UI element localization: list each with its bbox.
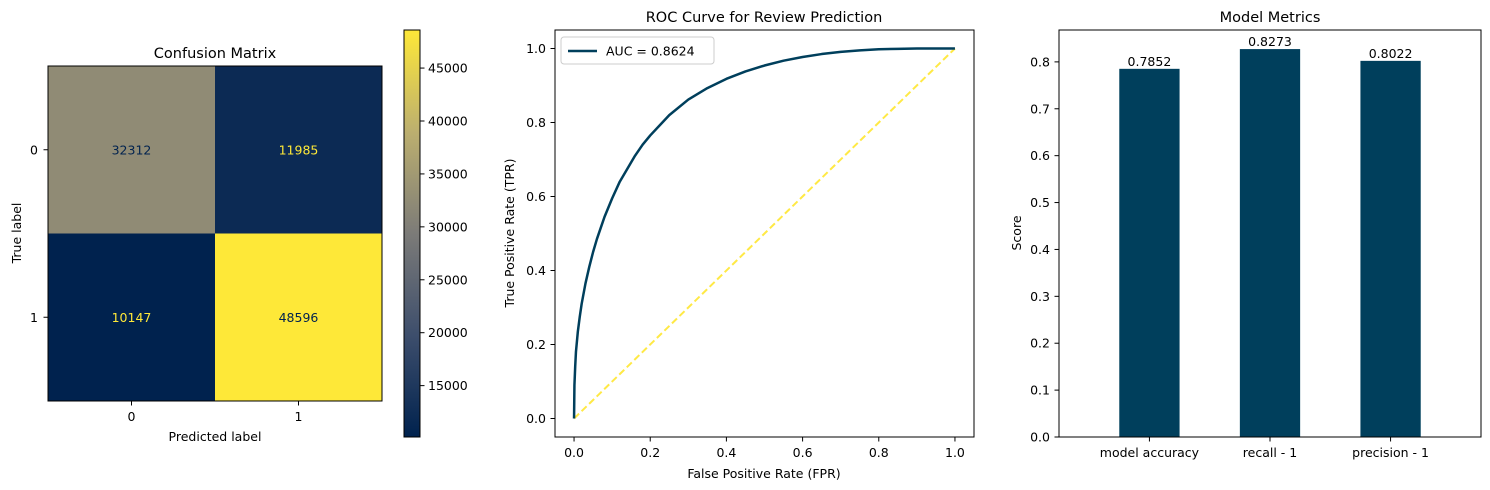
confusion-matrix-ylabel: True label [9,203,24,265]
metrics-ytick-label: 0.4 [1030,242,1050,257]
roc-curve-line [572,47,955,419]
metrics-ytick-label: 0.5 [1030,195,1050,210]
metrics-xtick-label: model accuracy [1100,445,1200,460]
colorbar-tick-label: 40000 [428,113,468,128]
colorbar-tick-label: 45000 [428,61,468,76]
roc-title: ROC Curve for Review Prediction [646,10,883,26]
metric-bar [1360,60,1421,438]
roc-xlabel: False Positive Rate (FPR) [687,466,840,481]
cm-cell [48,233,215,401]
roc-ytick-label: 0.6 [526,189,546,204]
cm-xtick-label: 0 [128,409,136,424]
metrics-ytick-label: 0.2 [1030,336,1050,351]
metrics-ylabel: Score [1009,215,1024,250]
cm-cell [48,66,215,234]
confusion-matrix-title: Confusion Matrix [154,46,277,62]
colorbar-tick-label: 25000 [428,272,468,287]
roc-ytick-label: 0.2 [526,337,546,352]
roc-ytick-label: 0.4 [526,263,546,278]
roc-xtick-label: 0.6 [793,445,813,460]
confusion-matrix-panel: Confusion Matrix 32312 11985 10147 48596 0 1… [9,29,468,444]
cm-ytick-label: 0 [30,142,38,157]
cm-cell-value: 48596 [279,310,319,325]
colorbar-tick-label: 20000 [428,325,468,340]
confusion-matrix-frame [47,65,383,402]
metrics-ytick-label: 0.3 [1030,289,1050,304]
confusion-matrix-xlabel: Predicted label [169,429,262,444]
metric-bar-value-label: 0.7852 [1128,54,1172,69]
roc-curve-panel: ROC Curve for Review Prediction 0.0 0.2 0.… [502,10,975,481]
roc-ylabel: True Positive Rate (TPR) [502,159,517,309]
roc-chance-line [573,47,956,420]
metric-bar-value-label: 0.8273 [1248,34,1292,49]
cm-cell-value: 11985 [279,142,319,157]
cm-cell-value: 32312 [112,142,152,157]
roc-xtick-label: 0.0 [564,445,584,460]
metrics-ytick-label: 0.6 [1030,148,1050,163]
roc-ytick-label: 0.0 [526,411,546,426]
roc-ytick-label: 0.8 [526,115,546,130]
roc-legend: AUC = 0.8624 [560,36,715,65]
metrics-ytick-label: 0.8 [1030,54,1050,69]
roc-xtick-label: 1.0 [945,445,965,460]
cm-cell-value: 10147 [112,310,152,325]
metric-bar [1239,49,1301,437]
cm-cell [215,233,382,401]
roc-xtick-label: 0.8 [869,445,889,460]
metrics-ytick-label: 0.1 [1030,383,1050,398]
metrics-xtick-label: precision - 1 [1352,445,1429,460]
cm-xtick-label: 1 [295,409,303,424]
metrics-title: Model Metrics [1220,10,1321,26]
metrics-ytick-label: 0.0 [1030,430,1050,445]
colorbar-tick-label: 30000 [428,219,468,234]
cm-ytick-label: 1 [30,310,38,325]
roc-legend-label: AUC = 0.8624 [606,44,695,59]
model-metrics-panel: Model Metrics 0.7852 0.8273 0.8022 model a… [1009,10,1482,460]
metric-bar-value-label: 0.8022 [1369,46,1413,61]
roc-legend-box [560,36,715,65]
metrics-ytick-label: 0.7 [1030,101,1050,116]
colorbar [403,29,421,438]
metric-bar [1119,68,1180,437]
roc-axes-frame [554,29,975,438]
cm-cell [215,66,382,234]
metrics-xtick-label: recall - 1 [1243,445,1297,460]
roc-xtick-label: 0.4 [716,445,736,460]
colorbar-tick-label: 15000 [428,378,468,393]
roc-ytick-label: 1.0 [526,41,546,56]
roc-xtick-label: 0.2 [640,445,660,460]
colorbar-tick-label: 35000 [428,166,468,181]
